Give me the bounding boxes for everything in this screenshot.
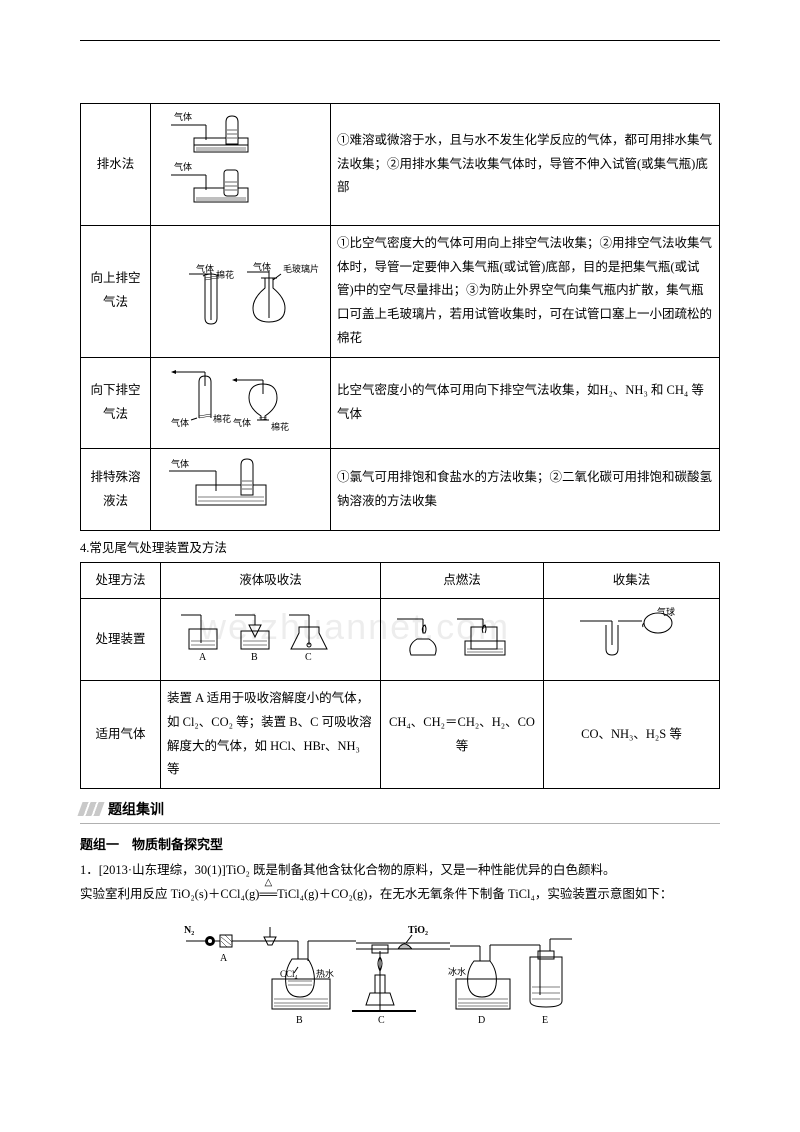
method-label: 向上排空气法 [81, 225, 151, 357]
band-underline [80, 823, 720, 824]
method-label: 排特殊溶液法 [81, 449, 151, 531]
table-row: 排水法 气体 [81, 104, 720, 226]
burn-device-diagram [387, 605, 537, 665]
col-method: 处理方法 [81, 562, 161, 599]
method-desc: ①难溶或微溶于水，且与水不发生化学反应的气体，都可用排水集气法收集；②用排水集气… [331, 104, 720, 226]
gas-label: 气体 [171, 458, 189, 469]
absorb-device-diagram: A B C [171, 605, 371, 665]
apparatus-diagram: N₂ A CCl₄ 热水 B [180, 915, 620, 1045]
question-line1: 1．[2013·山东理综，30(1)]TiO₂ 既是制备其他含钛化合物的原料，又… [80, 859, 720, 883]
section-band: 题组集训 [80, 799, 720, 819]
method-desc: ①比空气密度大的气体可用向上排空气法收集；②用排空气法收集气体时，导管一定要伸入… [331, 225, 720, 357]
burn-use: CH₄、CH₂＝CH₂、H₂、CO 等 [381, 681, 544, 789]
method-diagram-cell: 气体 气体 [151, 104, 331, 226]
collection-methods-table: 排水法 气体 [80, 103, 720, 531]
label-d: D [478, 1015, 485, 1026]
label-b: B [251, 652, 258, 663]
burn-device-cell [381, 599, 544, 681]
table-row: 向下排空气法 气体 棉花 [81, 357, 720, 449]
special-solution-diagram: 气体 [161, 455, 321, 515]
ccl4-label: CCl₄ [280, 969, 298, 979]
label-c2: C [378, 1015, 385, 1026]
label-e: E [542, 1015, 548, 1026]
hotwater-label: 热水 [316, 968, 334, 979]
cotton-label: 棉花 [271, 421, 289, 432]
row-device-label: 处理装置 [81, 599, 161, 681]
method-diagram-cell: 气体 棉花 气体 棉花 [151, 357, 331, 449]
q-line2b: TiCl₄(g)＋CO₂(g)，在无水无氧条件下制备 TiCl₄，实验装置示意图… [277, 887, 672, 901]
method-desc: ①氯气可用排饱和食盐水的方法收集；②二氧化碳可用排饱和碳酸氢钠溶液的方法收集 [331, 449, 720, 531]
band-icon [77, 802, 104, 816]
absorb-use: 装置 A 适用于吸收溶解度小的气体，如 Cl₂、CO₂ 等；装置 B、C 可吸收… [161, 681, 381, 789]
table-header-row: 处理方法 液体吸收法 点燃法 收集法 [81, 562, 720, 599]
label-c: C [305, 652, 312, 663]
apparatus-figure: N₂ A CCl₄ 热水 B [80, 915, 720, 1049]
group-heading: 题组一 物质制备探究型 [80, 834, 720, 853]
label-a2: A [220, 953, 228, 964]
glass-label: 毛玻璃片 [283, 263, 319, 274]
collect-use: CO、NH₃、H₂S 等 [544, 681, 720, 789]
row-use-label: 适用气体 [81, 681, 161, 789]
top-rule [80, 40, 720, 41]
gas-label: 气体 [171, 417, 189, 428]
table-device-row: 处理装置 A B [81, 599, 720, 681]
gas-label: 气体 [233, 417, 251, 428]
tailgas-table: 处理方法 液体吸收法 点燃法 收集法 处理装置 A B [80, 562, 720, 790]
col-collect: 收集法 [544, 562, 720, 599]
tio2-label: TiO₂ [408, 925, 428, 936]
gas-label: 气体 [253, 261, 271, 272]
cotton-label: 棉花 [216, 269, 234, 280]
gas-label: 气体 [174, 111, 192, 122]
method-label: 排水法 [81, 104, 151, 226]
n2-label: N₂ [184, 925, 194, 936]
method-diagram-cell: 气体 棉花 气体 毛玻璃片 [151, 225, 331, 357]
question-line2: 实验室利用反应 TiO₂(s)＋CCl₄(g)△══TiCl₄(g)＋CO₂(g… [80, 883, 720, 907]
balloon-label: 气球 [657, 606, 675, 617]
collect-device-diagram: 气球 [572, 605, 692, 665]
upward-air-diagram: 气体 棉花 气体 毛玻璃片 [161, 242, 321, 332]
col-burn: 点燃法 [381, 562, 544, 599]
eq-sign: △══ [259, 883, 277, 907]
table-row: 向上排空气法 气体 棉花 气体 [81, 225, 720, 357]
cotton-label: 棉花 [213, 413, 231, 424]
table-row: 排特殊溶液法 气体 ①氯气可用排饱和食盐 [81, 449, 720, 531]
label-b2: B [296, 1015, 303, 1026]
collect-device-cell: 气球 [544, 599, 720, 681]
absorb-device-cell: A B C [161, 599, 381, 681]
method-diagram-cell: 气体 [151, 449, 331, 531]
q-line2a: 实验室利用反应 TiO₂(s)＋CCl₄(g) [80, 887, 259, 901]
water-displacement-diagram: 气体 气体 [166, 110, 316, 210]
table-use-row: 适用气体 装置 A 适用于吸收溶解度小的气体，如 Cl₂、CO₂ 等；装置 B、… [81, 681, 720, 789]
section-4-heading: 4.常见尾气处理装置及方法 [80, 537, 720, 560]
ice-label: 冰水 [448, 966, 466, 977]
section-title: 题组集训 [108, 799, 164, 819]
gas-label: 气体 [174, 161, 192, 172]
method-desc: 比空气密度小的气体可用向下排空气法收集，如H₂、NH₃ 和 CH₄ 等气体 [331, 357, 720, 449]
downward-air-diagram: 气体 棉花 气体 棉花 [161, 364, 321, 434]
col-absorb: 液体吸收法 [161, 562, 381, 599]
method-label: 向下排空气法 [81, 357, 151, 449]
delta-symbol: △ [264, 873, 272, 892]
label-a: A [199, 652, 207, 663]
